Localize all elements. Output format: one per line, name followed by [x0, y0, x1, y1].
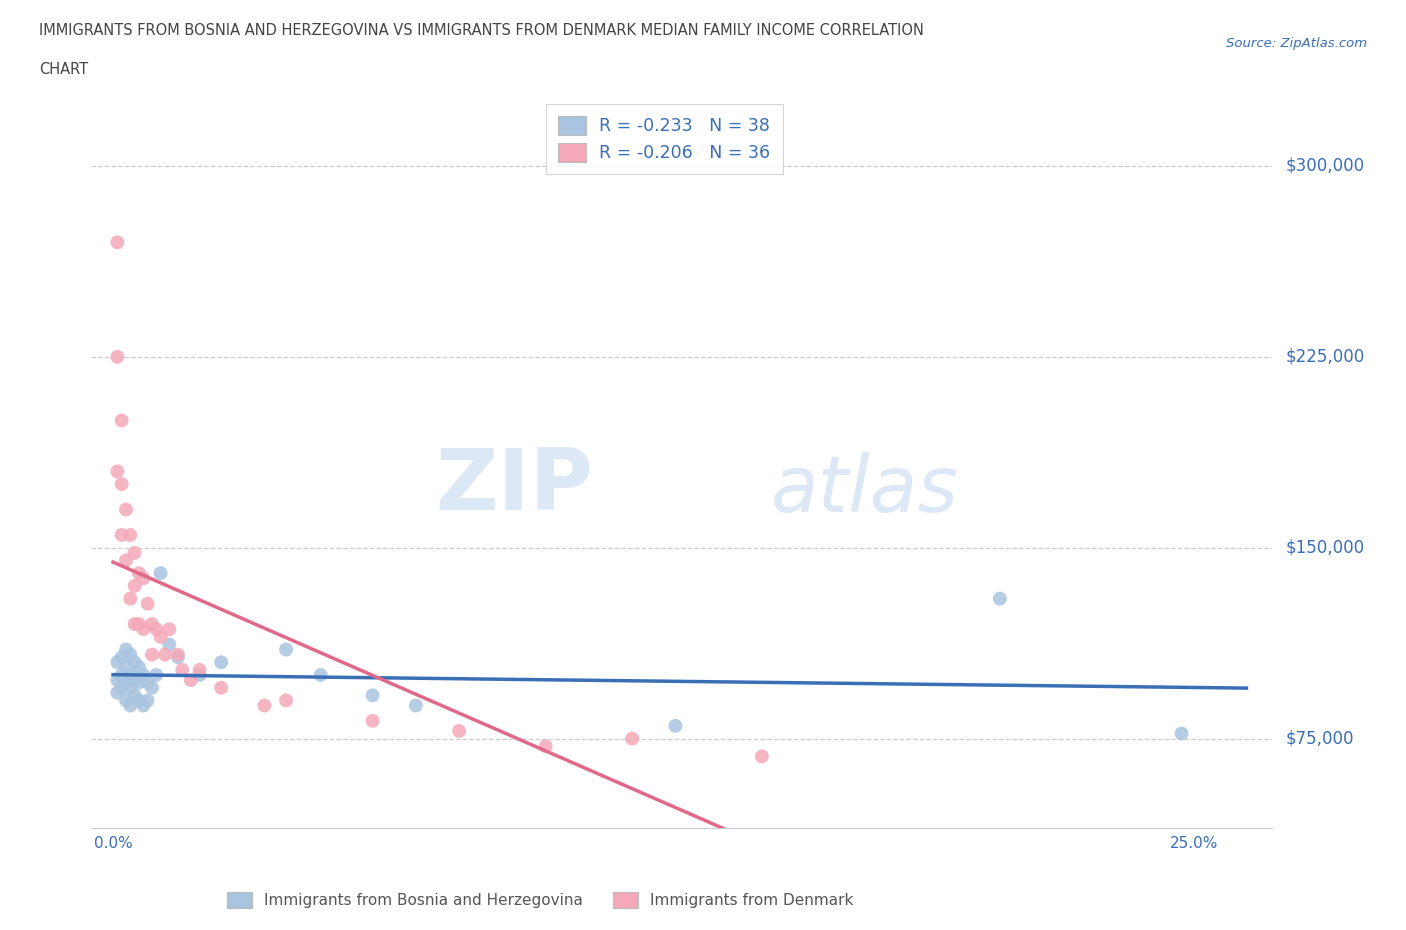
Point	[188, 668, 211, 683]
Point	[136, 596, 159, 611]
Point	[136, 675, 159, 690]
Point	[132, 698, 155, 713]
Point	[111, 680, 134, 695]
Text: ZIP: ZIP	[436, 445, 593, 528]
Point	[115, 693, 138, 708]
Point	[132, 571, 155, 586]
Point	[167, 650, 190, 665]
Point	[120, 668, 142, 683]
Point	[124, 545, 146, 560]
Text: IMMIGRANTS FROM BOSNIA AND HERZEGOVINA VS IMMIGRANTS FROM DENMARK MEDIAN FAMILY : IMMIGRANTS FROM BOSNIA AND HERZEGOVINA V…	[39, 23, 924, 38]
Point	[132, 622, 155, 637]
Point	[111, 477, 134, 492]
Point	[141, 647, 163, 662]
Point	[172, 662, 194, 677]
Point	[405, 698, 427, 713]
Point	[361, 688, 384, 703]
Point	[115, 660, 138, 675]
Point	[167, 647, 190, 662]
Point	[128, 675, 150, 690]
Text: atlas: atlas	[770, 452, 959, 528]
Point	[361, 713, 384, 728]
Point	[534, 738, 557, 753]
Point	[124, 617, 146, 631]
Point	[115, 642, 138, 657]
Point	[128, 693, 150, 708]
Point	[449, 724, 471, 738]
Point	[105, 464, 128, 479]
Point	[188, 662, 211, 677]
Point	[111, 650, 134, 665]
Point	[621, 731, 644, 746]
Point	[120, 527, 142, 542]
Point	[124, 688, 146, 703]
Point	[120, 680, 142, 695]
Point	[111, 413, 134, 428]
Point	[120, 591, 142, 606]
Point	[209, 680, 232, 695]
Point	[664, 719, 686, 734]
Point	[136, 693, 159, 708]
Point	[105, 685, 128, 700]
Point	[149, 565, 172, 580]
Point	[111, 527, 134, 542]
Point	[145, 622, 167, 637]
Point	[115, 502, 138, 517]
Legend: Immigrants from Bosnia and Herzegovina, Immigrants from Denmark: Immigrants from Bosnia and Herzegovina, …	[221, 885, 859, 914]
Point	[115, 553, 138, 568]
Text: $75,000: $75,000	[1285, 730, 1354, 748]
Text: $150,000: $150,000	[1285, 538, 1365, 557]
Point	[253, 698, 276, 713]
Point	[1170, 726, 1192, 741]
Point	[115, 675, 138, 690]
Point	[124, 578, 146, 593]
Point	[105, 655, 128, 670]
Point	[132, 668, 155, 683]
Point	[180, 672, 202, 687]
Point	[145, 668, 167, 683]
Point	[988, 591, 1011, 606]
Point	[209, 655, 232, 670]
Point	[157, 622, 180, 637]
Point	[149, 630, 172, 644]
Point	[141, 617, 163, 631]
Point	[141, 680, 163, 695]
Text: Source: ZipAtlas.com: Source: ZipAtlas.com	[1226, 37, 1367, 50]
Point	[120, 647, 142, 662]
Point	[105, 235, 128, 250]
Text: $300,000: $300,000	[1285, 157, 1365, 175]
Point	[124, 672, 146, 687]
Point	[128, 565, 150, 580]
Point	[309, 668, 332, 683]
Point	[111, 668, 134, 683]
Point	[120, 698, 142, 713]
Point	[157, 637, 180, 652]
Point	[274, 642, 297, 657]
Point	[105, 672, 128, 687]
Point	[128, 617, 150, 631]
Point	[105, 350, 128, 365]
Point	[751, 749, 773, 764]
Text: $225,000: $225,000	[1285, 348, 1365, 365]
Point	[274, 693, 297, 708]
Point	[124, 655, 146, 670]
Point	[153, 647, 176, 662]
Point	[128, 660, 150, 675]
Text: CHART: CHART	[39, 62, 89, 77]
